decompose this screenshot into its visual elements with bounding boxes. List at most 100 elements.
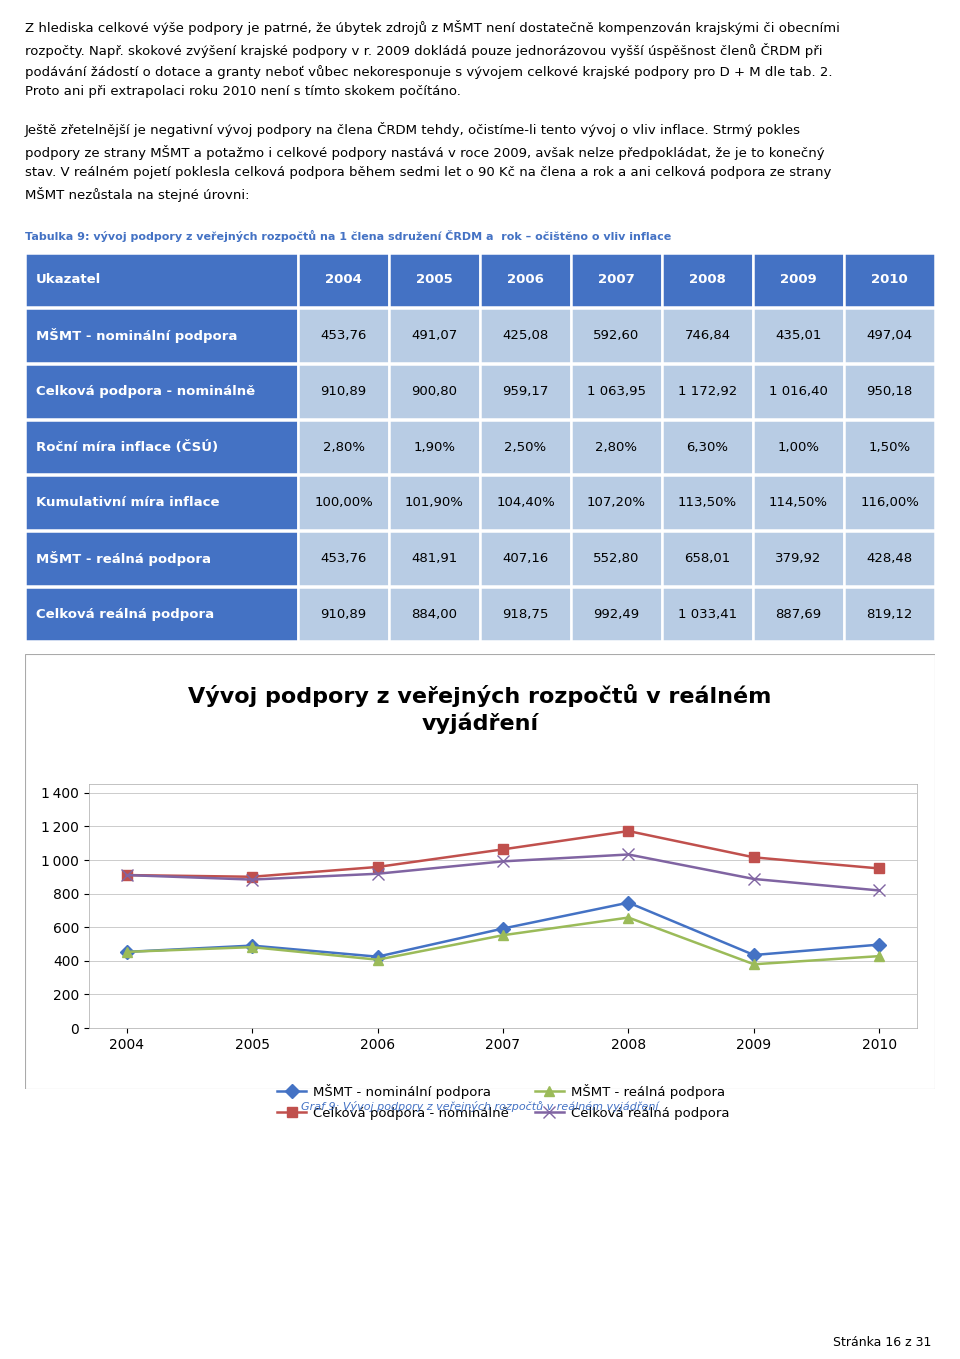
Text: 1 172,92: 1 172,92 — [678, 385, 737, 398]
Text: 2007: 2007 — [598, 273, 635, 287]
MŠMT - nominální podpora — [247, 938, 258, 954]
Celková podpora - nominálně — [874, 860, 885, 877]
Text: Vývoj podpory z veřejných rozpočtů v reálném
vyjádření: Vývoj podpory z veřejných rozpočtů v reá… — [188, 685, 772, 734]
Line: Celková podpora - nominálně: Celková podpora - nominálně — [122, 826, 884, 882]
Bar — [662, 420, 753, 474]
MŠMT - nominální podpora — [623, 894, 635, 911]
Text: 2009: 2009 — [780, 273, 817, 287]
Bar — [389, 308, 480, 363]
Text: 1,00%: 1,00% — [778, 440, 820, 454]
Text: 959,17: 959,17 — [502, 385, 549, 398]
Text: Tabulka 9: vývoj podpory z veřejných rozpočtů na 1 člena sdružení ČRDM a  rok – : Tabulka 9: vývoj podpory z veřejných roz… — [25, 230, 671, 242]
Bar — [298, 587, 389, 641]
Bar — [480, 531, 571, 586]
Celková reálná podpora — [372, 866, 383, 882]
MŠMT - nominální podpora — [748, 947, 759, 964]
Text: 746,84: 746,84 — [684, 329, 731, 342]
Text: 114,50%: 114,50% — [769, 496, 828, 510]
Text: 6,30%: 6,30% — [686, 440, 729, 454]
Text: Graf 9: Vývoj podpory z veřejných rozpočtů v reálném vyjádření: Graf 9: Vývoj podpory z veřejných rozpoč… — [301, 1101, 659, 1112]
Bar — [844, 420, 935, 474]
Bar — [753, 364, 844, 419]
Bar — [298, 420, 389, 474]
Bar — [753, 476, 844, 530]
Text: 2,80%: 2,80% — [323, 440, 365, 454]
Bar — [571, 253, 662, 307]
Text: 1 033,41: 1 033,41 — [678, 607, 737, 621]
Celková podpora - nominálně — [121, 867, 132, 883]
Bar — [480, 253, 571, 307]
Text: 379,92: 379,92 — [776, 552, 822, 565]
Text: Roční míra inflace (ČSÚ): Roční míra inflace (ČSÚ) — [36, 440, 218, 454]
Text: 884,00: 884,00 — [412, 607, 458, 621]
Bar — [389, 531, 480, 586]
Bar — [389, 364, 480, 419]
Bar — [753, 308, 844, 363]
Bar — [480, 420, 571, 474]
Line: MŠMT - nominální podpora: MŠMT - nominální podpora — [122, 898, 884, 962]
Text: Celková podpora - nominálně: Celková podpora - nominálně — [36, 385, 255, 398]
Bar — [389, 476, 480, 530]
Bar — [753, 531, 844, 586]
Bar — [571, 531, 662, 586]
Text: 428,48: 428,48 — [867, 552, 913, 565]
Bar — [844, 587, 935, 641]
Text: 2006: 2006 — [507, 273, 544, 287]
Bar — [480, 308, 571, 363]
Text: 1,90%: 1,90% — [414, 440, 455, 454]
Text: Z hlediska celkové výše podpory je patrné, že úbytek zdrojů z MŠMT není dostateč: Z hlediska celkové výše podpory je patrn… — [25, 20, 840, 98]
Text: MŠMT - nominální podpora: MŠMT - nominální podpora — [36, 328, 237, 342]
Celková podpora - nominálně — [497, 841, 509, 858]
Text: Ještě zřetelnější je negativní vývoj podpory na člena ČRDM tehdy, očistíme-li te: Ještě zřetelnější je negativní vývoj pod… — [25, 122, 831, 202]
Text: 819,12: 819,12 — [866, 607, 913, 621]
Text: 910,89: 910,89 — [321, 607, 367, 621]
Line: MŠMT - reálná podpora: MŠMT - reálná podpora — [122, 913, 884, 969]
Text: 1 063,95: 1 063,95 — [587, 385, 646, 398]
Text: 2008: 2008 — [689, 273, 726, 287]
MŠMT - reálná podpora — [372, 951, 383, 968]
Bar — [480, 364, 571, 419]
Celková reálná podpora — [623, 847, 635, 863]
Text: 407,16: 407,16 — [502, 552, 548, 565]
Bar — [844, 308, 935, 363]
Bar — [389, 587, 480, 641]
Text: 435,01: 435,01 — [776, 329, 822, 342]
Bar — [25, 531, 298, 586]
Bar — [480, 587, 571, 641]
Bar — [389, 420, 480, 474]
Celková reálná podpora — [247, 871, 258, 887]
Celková podpora - nominálně — [372, 859, 383, 875]
Text: 992,49: 992,49 — [593, 607, 639, 621]
Celková reálná podpora — [121, 867, 132, 883]
Text: Kumulativní míra inflace: Kumulativní míra inflace — [36, 496, 220, 510]
Bar — [25, 587, 298, 641]
Celková podpora - nominálně — [247, 868, 258, 885]
Bar — [298, 364, 389, 419]
Text: Stránka 16 z 31: Stránka 16 z 31 — [833, 1336, 931, 1349]
Text: 107,20%: 107,20% — [587, 496, 646, 510]
Bar — [571, 587, 662, 641]
Text: 552,80: 552,80 — [593, 552, 639, 565]
Bar — [662, 253, 753, 307]
Celková podpora - nominálně — [623, 824, 635, 840]
MŠMT - reálná podpora — [247, 939, 258, 955]
Text: 2,50%: 2,50% — [504, 440, 546, 454]
MŠMT - nominální podpora — [372, 949, 383, 965]
MŠMT - reálná podpora — [497, 927, 509, 943]
Bar — [480, 476, 571, 530]
Bar — [25, 364, 298, 419]
Bar — [662, 587, 753, 641]
Celková reálná podpora — [748, 871, 759, 887]
Bar — [844, 531, 935, 586]
Text: 497,04: 497,04 — [867, 329, 913, 342]
Bar — [753, 253, 844, 307]
Bar — [571, 308, 662, 363]
Text: 2004: 2004 — [325, 273, 362, 287]
Bar — [844, 476, 935, 530]
Text: 950,18: 950,18 — [866, 385, 913, 398]
Legend: MŠMT - nominální podpora, Celková podpora - nominálně, MŠMT - reálná podpora, Ce: MŠMT - nominální podpora, Celková podpor… — [272, 1079, 734, 1125]
Text: 592,60: 592,60 — [593, 329, 639, 342]
Text: 910,89: 910,89 — [321, 385, 367, 398]
Text: 1,50%: 1,50% — [869, 440, 911, 454]
MŠMT - nominální podpora — [121, 943, 132, 959]
